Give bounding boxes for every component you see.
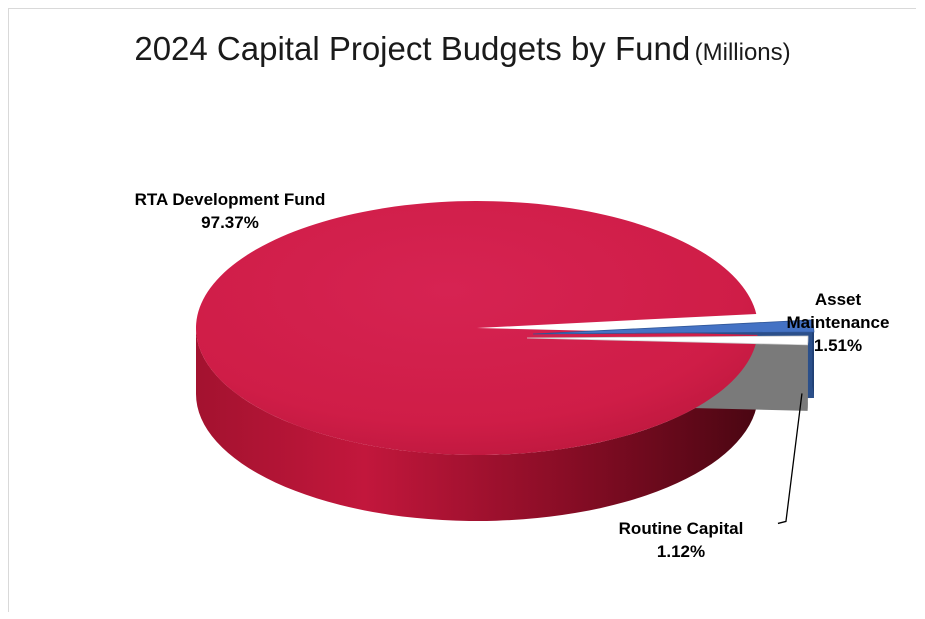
slice-side-rta-development-fund	[196, 328, 758, 521]
data-label-rta-development-fund: RTA Development Fund 97.37%	[80, 188, 380, 234]
slice-percent-rta-development-fund: 97.37%	[201, 213, 259, 232]
slice-name-asset-maintenance-1: Asset	[814, 290, 862, 309]
slice-side-asset-maintenance	[812, 319, 814, 398]
chart-frame	[8, 8, 916, 612]
slice-name-rta-development-fund: RTA Development Fund	[134, 190, 326, 209]
slice-percent-routine-capital: 1.12%	[656, 542, 706, 561]
data-label-routine-capital: Routine Capital 1.12%	[596, 517, 766, 563]
slice-name-routine-capital: Routine Capital	[618, 519, 744, 538]
chart-title-main: 2024 Capital Project Budgets by Fund	[134, 30, 691, 67]
chart-title: 2024 Capital Project Budgets by Fund (Mi…	[0, 30, 925, 68]
slice-name-asset-maintenance-2: Maintenance	[786, 313, 890, 332]
slice-rta-development-fund	[195, 200, 758, 455]
chart-title-units: (Millions)	[694, 39, 791, 66]
leader-line-routine-capital	[777, 393, 803, 525]
slice-routine-capital	[526, 335, 809, 346]
slice-percent-asset-maintenance: 1.51%	[813, 336, 863, 355]
data-label-asset-maintenance: Asset Maintenance 1.51%	[778, 288, 898, 357]
slice-asset-maintenance	[532, 319, 815, 335]
